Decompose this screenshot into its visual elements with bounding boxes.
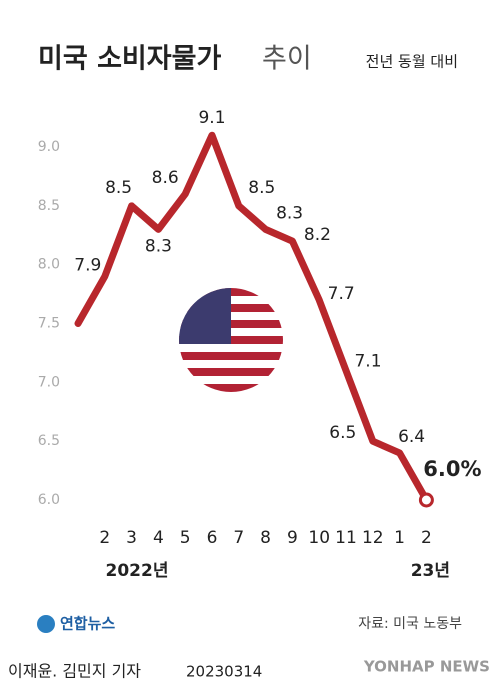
x-tick-label: 4: [153, 528, 164, 548]
logo: 연합뉴스: [60, 615, 115, 633]
x-tick-label: 7: [233, 528, 244, 548]
y-tick-label: 8.0: [38, 257, 60, 273]
x-tick-label: 10: [308, 528, 330, 548]
end-marker: [418, 492, 434, 508]
x-tick-label: 12: [362, 528, 384, 548]
value-label: 8.5: [248, 178, 275, 198]
year-label: 2022년: [106, 561, 169, 581]
value-label: 7.1: [354, 352, 381, 372]
value-label: 6.4: [398, 427, 425, 447]
value-label: 6.0%: [423, 457, 481, 481]
x-tick-label: 9: [287, 528, 298, 548]
logo-icon: [37, 615, 55, 633]
value-label: 8.2: [304, 225, 331, 245]
chart-title: 미국 소비자물가: [38, 44, 221, 75]
us-flag: [179, 288, 283, 392]
y-tick-label: 6.5: [38, 433, 60, 449]
x-tick-label: 1: [394, 528, 405, 548]
x-tick-label: 11: [335, 528, 357, 548]
chart-title-suffix: 추이: [262, 44, 312, 75]
x-tick-label: 6: [207, 528, 218, 548]
y-tick-label: 7.5: [38, 316, 60, 332]
watermark: YONHAP NEWS: [363, 658, 490, 676]
value-label: 8.6: [152, 168, 179, 188]
x-tick-label: 8: [260, 528, 271, 548]
value-label: 9.1: [198, 108, 225, 128]
byline: 이재윤. 김민지 기자: [8, 662, 141, 681]
chart-subtitle: 전년 동월 대비: [366, 53, 458, 71]
line: [74, 131, 430, 504]
value-label: 7.7: [328, 284, 355, 304]
value-label: 8.3: [145, 236, 172, 256]
y-tick-label: 9.0: [38, 139, 60, 155]
value-label: 8.5: [105, 178, 132, 198]
y-tick-label: 7.0: [38, 374, 60, 390]
x-tick-label: 2: [99, 528, 110, 548]
x-tick-label: 3: [126, 528, 137, 548]
x-tick-label: 2: [421, 528, 432, 548]
value-label: 7.9: [74, 255, 101, 275]
source: 자료: 미국 노동부: [358, 616, 462, 632]
value-label: 8.3: [276, 203, 303, 223]
year-label: 23년: [411, 561, 450, 581]
x-tick-label: 5: [180, 528, 191, 548]
date: 20230314: [186, 663, 262, 681]
value-label: 6.5: [329, 423, 356, 443]
y-tick-label: 6.0: [38, 492, 60, 508]
footer: [0, 650, 499, 694]
y-tick-label: 8.5: [38, 198, 60, 214]
